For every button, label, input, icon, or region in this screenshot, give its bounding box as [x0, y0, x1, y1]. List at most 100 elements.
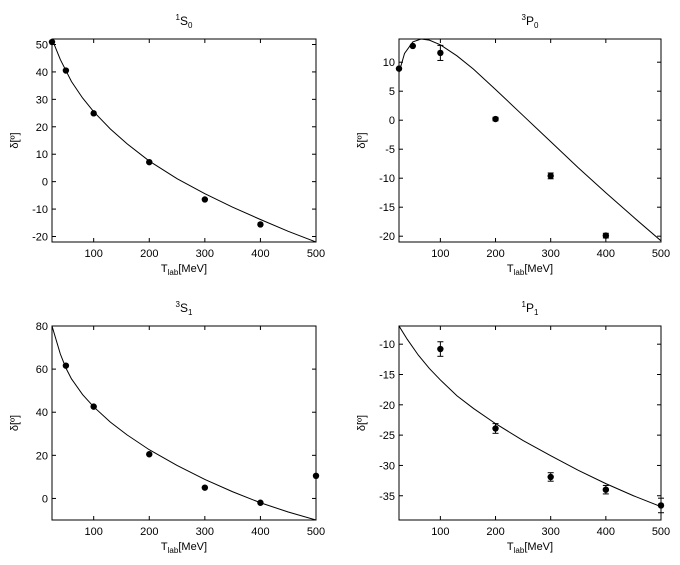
chart-3-data-point — [547, 473, 554, 481]
chart-3-xtick-label: 300 — [542, 526, 560, 538]
chart-2-ylabel: δ[º] — [9, 415, 21, 431]
chart-2-title-main: S — [180, 301, 188, 315]
chart-3-data-point — [657, 502, 665, 509]
chart-1-ytick-label: -5 — [385, 144, 395, 156]
chart-3-data-point — [602, 486, 610, 493]
chart-3-ytick-label: -25 — [379, 430, 395, 442]
chart-3-xtick-label: 200 — [486, 526, 504, 538]
chart-1-title-main: P — [526, 14, 534, 28]
chart-1-ytick-label: 5 — [389, 86, 395, 98]
chart-3-title-sub: 1 — [534, 308, 539, 317]
chart-0-ytick-label: 0 — [42, 177, 48, 189]
chart-1-xtick-label: 100 — [431, 248, 449, 260]
chart-0-data-point — [146, 158, 153, 166]
chart-3-ytick-label: -35 — [379, 491, 395, 503]
chart-0-xtick-label: 500 — [307, 248, 325, 260]
chart-3-xlabel-main: T — [507, 541, 514, 553]
chart-1-data-point — [437, 49, 444, 57]
chart-0-title-sup: 1 — [176, 13, 181, 22]
chart-0-ytick-label: 20 — [36, 122, 48, 134]
chart-3-xtick-label: 100 — [431, 526, 449, 538]
chart-2-ytick-label: 80 — [36, 321, 48, 333]
chart-1-data-point — [492, 115, 499, 123]
chart-2-title-sup: 3 — [176, 300, 181, 309]
chart-1-title-sup: 3 — [522, 13, 527, 22]
chart-0-data-point — [90, 110, 97, 117]
chart-1-ytick-label: 10 — [383, 57, 395, 69]
chart-2-xlabel-main: T — [161, 541, 168, 553]
chart-0-data-point — [201, 196, 209, 203]
chart-2-data-point — [201, 484, 209, 491]
chart-2-xlabel-unit: [MeV] — [178, 541, 207, 553]
chart-0-plot-frame — [51, 38, 317, 243]
chart-2-data-point — [312, 472, 320, 480]
chart-0-title: 1S0 — [176, 13, 193, 30]
chart-2-ytick-label: 60 — [36, 364, 48, 376]
chart-2-xtick-label: 400 — [251, 526, 269, 538]
chart-2-plot-frame — [51, 325, 317, 521]
chart-1-model-curve — [399, 39, 661, 242]
chart-0-ylabel: δ[º] — [9, 132, 21, 148]
chart-1-ytick-label: -20 — [379, 231, 395, 243]
chart-0-ytick-label: -10 — [32, 204, 48, 216]
chart-1-title: 3P0 — [522, 13, 539, 30]
chart-1-ytick-label: 0 — [389, 115, 395, 127]
chart-1-xlabel: Tlab[MeV] — [507, 263, 553, 277]
chart-3-ylabel: δ[º] — [356, 415, 368, 431]
chart-2-ytick-label: 0 — [42, 493, 48, 505]
chart-1-xlabel-unit: [MeV] — [524, 263, 553, 275]
chart-0-model-curve — [52, 39, 316, 242]
chart-2-xtick-label: 500 — [307, 526, 325, 538]
chart-3-ytick-label: -20 — [379, 400, 395, 412]
chart-0-xtick-label: 400 — [251, 248, 269, 260]
chart-0-xtick-label: 100 — [85, 248, 103, 260]
chart-1-ytick-label: -15 — [379, 202, 395, 214]
chart-2-title: 3S1 — [176, 300, 193, 317]
chart-0-ytick-label: 50 — [36, 39, 48, 51]
chart-2-data-point — [146, 451, 153, 458]
chart-1-title-sub: 0 — [534, 21, 539, 30]
chart-0-xlabel-sub: lab — [168, 268, 179, 277]
chart-2-xtick-label: 200 — [140, 526, 158, 538]
chart-0-title-sub: 0 — [188, 21, 193, 30]
chart-1-plot-frame — [398, 38, 662, 243]
chart-3-model-curve — [399, 326, 661, 508]
chart-3-data-point — [492, 425, 499, 432]
chart-1-ytick-label: -10 — [379, 173, 395, 185]
chart-1-xtick-label: 400 — [597, 248, 615, 260]
chart-2-xlabel-sub: lab — [168, 546, 179, 555]
chart-1-xtick-label: 200 — [486, 248, 504, 260]
chart-3-xlabel-sub: lab — [514, 546, 525, 555]
chart-0-title-main: S — [180, 14, 188, 28]
chart-0-ytick-label: 10 — [36, 149, 48, 161]
chart-1-xlabel-sub: lab — [514, 268, 525, 277]
chart-3-data-point — [437, 345, 444, 353]
chart-2-model-curve — [52, 326, 316, 520]
chart-3-ytick-label: -15 — [379, 370, 395, 382]
chart-1: 100 200 300 400 5001050-5-10-15-203P0Tlab[Me… — [356, 13, 670, 277]
chart-0: 100 200 300 400 50050403020100-10-201S0Tlab[… — [9, 13, 325, 277]
chart-3-plot-frame — [398, 325, 662, 521]
chart-2-ytick-label: 40 — [36, 407, 48, 419]
chart-0-xtick-label: 300 — [196, 248, 214, 260]
chart-0-ytick-label: -20 — [32, 232, 48, 244]
chart-3-xlabel: Tlab[MeV] — [507, 541, 553, 555]
chart-1-data-point — [602, 232, 610, 239]
chart-2-xtick-label: 100 — [85, 526, 103, 538]
chart-1-xlabel-main: T — [507, 263, 514, 275]
chart-0-xlabel: Tlab[MeV] — [161, 263, 207, 277]
chart-0-ytick-label: 40 — [36, 67, 48, 79]
chart-1-ylabel: δ[º] — [356, 132, 368, 148]
chart-2-ytick-label: 20 — [36, 450, 48, 462]
chart-3-xtick-label: 400 — [597, 526, 615, 538]
chart-3-xlabel-unit: [MeV] — [524, 541, 553, 553]
chart-0-data-point — [257, 221, 264, 228]
chart-3-ytick-label: -30 — [379, 460, 395, 472]
chart-3-xtick-label: 500 — [652, 526, 670, 538]
chart-2-title-sub: 1 — [188, 308, 193, 317]
chart-0-ytick-label: 30 — [36, 94, 48, 106]
chart-1-xtick-label: 300 — [542, 248, 560, 260]
chart-2-xtick-label: 300 — [196, 526, 214, 538]
